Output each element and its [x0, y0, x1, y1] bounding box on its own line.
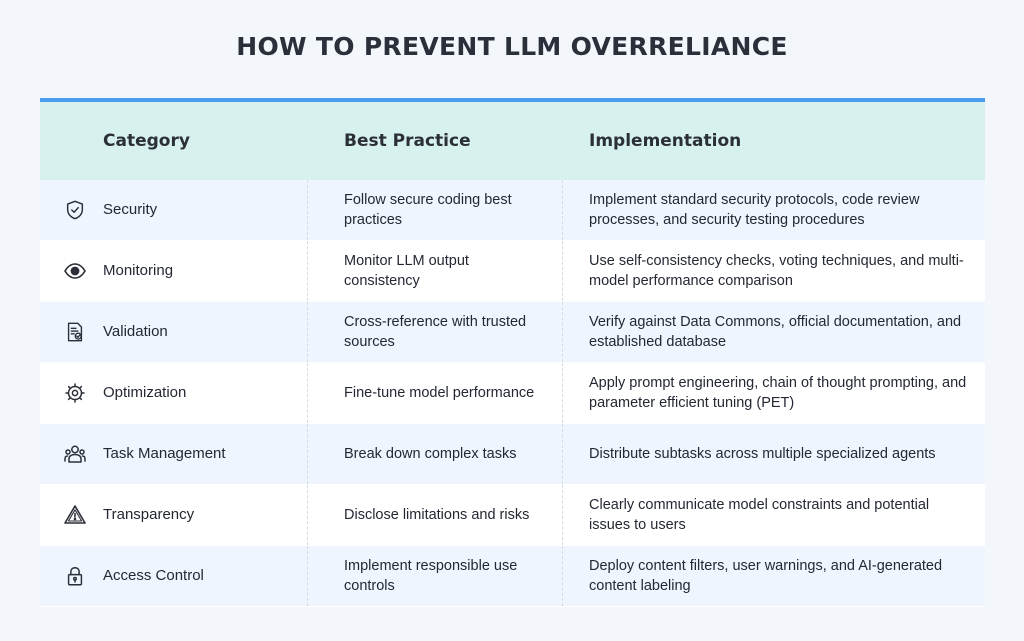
row-best-practice: Break down complex tasks	[344, 446, 517, 462]
shield-check-icon	[62, 180, 88, 240]
row-category: Optimization	[103, 384, 187, 401]
warning-icon	[62, 485, 88, 545]
page-title: HOW TO PREVENT LLM OVERRELIANCE	[236, 32, 788, 61]
row-category: Validation	[103, 323, 168, 340]
row-implementation: Use self-consistency checks, voting tech…	[589, 253, 964, 289]
row-category: Monitoring	[103, 262, 174, 279]
row-category: Access Control	[103, 567, 204, 584]
eye-icon	[62, 241, 88, 301]
row-implementation: Deploy content filters, user warnings, a…	[589, 558, 943, 594]
row-implementation: Implement standard security protocols, c…	[589, 192, 920, 228]
row-best-practice: Fine-tune model performance	[344, 385, 535, 401]
table-row: Validation Cross-reference with trusted …	[40, 302, 985, 363]
row-implementation: Apply prompt engineering, chain of thoug…	[589, 375, 967, 411]
lock-icon	[62, 546, 88, 606]
row-implementation: Clearly communicate model constraints an…	[589, 497, 930, 533]
table-row: Monitoring Monitor LLM output consistenc…	[40, 241, 985, 302]
table-row: Task Management Break down complex tasks…	[40, 424, 985, 485]
table-row: Security Follow secure coding best pract…	[40, 180, 985, 241]
row-best-practice: Disclose limitations and risks	[344, 507, 530, 523]
row-implementation: Verify against Data Commons, official do…	[589, 314, 962, 350]
table-row: Transparency Disclose limitations and ri…	[40, 485, 985, 546]
table-header: Category Best Practice Implementation	[40, 102, 985, 180]
practices-table: Category Best Practice Implementation Se…	[40, 98, 985, 607]
row-implementation: Distribute subtasks across multiple spec…	[589, 446, 936, 462]
gear-cycle-icon	[62, 363, 88, 423]
row-category: Security	[103, 201, 158, 218]
row-best-practice: Monitor LLM output consistency	[344, 253, 469, 289]
header-category: Category	[103, 131, 190, 151]
table-row: Access Control Implement responsible use…	[40, 546, 985, 607]
row-best-practice: Implement responsible use controls	[344, 558, 518, 594]
row-best-practice: Cross-reference with trusted sources	[344, 314, 527, 350]
header-implementation: Implementation	[589, 131, 742, 151]
header-best-practice: Best Practice	[344, 131, 471, 151]
row-category: Transparency	[103, 506, 195, 523]
row-category: Task Management	[103, 445, 226, 462]
row-best-practice: Follow secure coding best practices	[344, 192, 512, 228]
table-row: Optimization Fine-tune model performance…	[40, 363, 985, 424]
document-check-icon	[62, 302, 88, 362]
table-body: Security Follow secure coding best pract…	[40, 180, 985, 607]
team-icon	[62, 424, 88, 484]
